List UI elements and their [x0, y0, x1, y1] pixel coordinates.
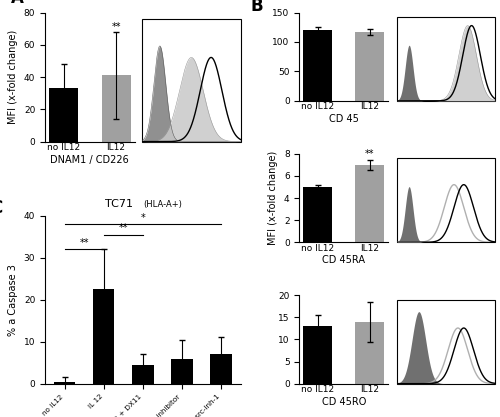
Y-axis label: MFI (x-fold change): MFI (x-fold change): [268, 151, 278, 245]
X-axis label: DNAM1 / CD226: DNAM1 / CD226: [50, 155, 129, 165]
Text: **: **: [365, 149, 374, 159]
X-axis label: CD 45RA: CD 45RA: [322, 256, 365, 266]
Bar: [356, 165, 384, 242]
Text: (HLA-A+): (HLA-A+): [143, 200, 182, 209]
Bar: [356, 32, 384, 101]
Bar: [304, 326, 332, 384]
Text: TC71: TC71: [106, 199, 134, 209]
Bar: [132, 365, 154, 384]
Text: **: **: [118, 224, 128, 234]
Bar: [304, 30, 332, 101]
Text: A: A: [11, 0, 24, 7]
X-axis label: CD 45RO: CD 45RO: [322, 397, 366, 407]
Text: **: **: [80, 238, 89, 248]
Bar: [171, 359, 192, 384]
Bar: [49, 88, 78, 142]
X-axis label: CD 45: CD 45: [329, 114, 358, 124]
Text: **: **: [112, 22, 121, 32]
Bar: [210, 354, 232, 384]
Bar: [102, 75, 130, 142]
Text: C: C: [0, 199, 2, 217]
Text: B: B: [250, 0, 263, 15]
Y-axis label: MFI (x-fold change): MFI (x-fold change): [8, 30, 18, 124]
Bar: [304, 187, 332, 242]
Bar: [54, 382, 76, 384]
Bar: [93, 289, 114, 384]
Text: *: *: [140, 213, 145, 223]
Y-axis label: % a Caspase 3: % a Caspase 3: [8, 264, 18, 336]
Bar: [356, 322, 384, 384]
